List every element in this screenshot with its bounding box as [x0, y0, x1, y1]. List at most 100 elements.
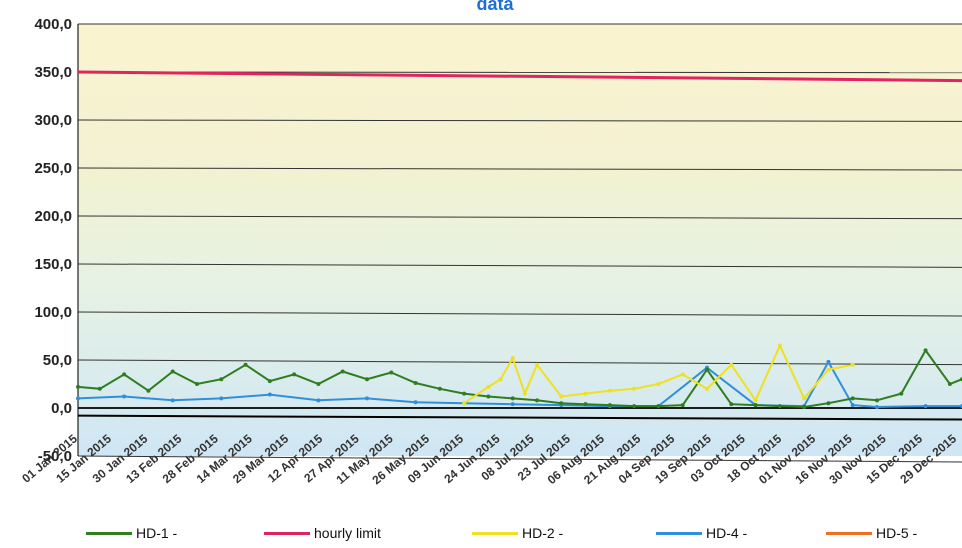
y-tick-label: 0,0 [51, 400, 72, 417]
data-point [680, 403, 685, 408]
data-point [729, 362, 734, 367]
data-point [316, 398, 321, 403]
data-point [777, 404, 782, 409]
data-point [97, 386, 102, 391]
data-point [850, 362, 855, 367]
y-tick-label: 50,0 [43, 352, 72, 369]
gridline [77, 215, 962, 220]
legend-item: HD-4 - [656, 520, 747, 546]
y-tick-label: -50,0 [38, 448, 72, 465]
data-point [486, 394, 491, 399]
data-point [365, 396, 369, 401]
data-point [850, 403, 855, 408]
legend-label: hourly limit [314, 525, 381, 541]
data-point [753, 403, 758, 408]
data-point [826, 401, 831, 406]
gridline [77, 167, 962, 171]
data-point [219, 396, 224, 401]
legend-item: HD-1 - [86, 520, 177, 546]
data-point [462, 401, 467, 406]
series-line [77, 348, 962, 409]
legend-swatch [472, 531, 518, 535]
legend-item: hourly limit [264, 520, 381, 546]
data-point [583, 391, 588, 396]
data-point [705, 386, 709, 391]
data-point [583, 402, 588, 407]
data-point [267, 392, 272, 397]
legend-label: HD-1 - [136, 525, 178, 541]
y-tick-label: 200,0 [34, 208, 72, 225]
data-point [875, 405, 879, 410]
gridline [77, 263, 962, 268]
legend-swatch [656, 531, 702, 535]
legend-item: HD-5 - [826, 520, 917, 546]
y-tick-label: 150,0 [34, 256, 72, 273]
data-point [365, 377, 369, 382]
plot-background [78, 24, 962, 456]
data-point [340, 369, 345, 374]
data-point [486, 384, 491, 389]
data-point [389, 370, 394, 375]
data-point [413, 400, 418, 405]
data-point [826, 359, 831, 364]
data-point [510, 396, 515, 401]
legend-swatch [826, 531, 872, 535]
data-point [76, 384, 80, 389]
baseline [77, 414, 962, 421]
data-point [559, 401, 564, 406]
gridline [77, 311, 962, 317]
data-point [607, 403, 612, 408]
data-point [607, 388, 612, 393]
gridlines [77, 23, 962, 463]
y-tick-label: 250,0 [34, 160, 72, 177]
data-point [462, 391, 467, 396]
data-point [777, 343, 782, 348]
data-point [522, 391, 527, 396]
data-point [729, 402, 734, 407]
y-tick-label: 300,0 [34, 112, 72, 129]
data-point [219, 377, 224, 382]
legend-item: HD-2 - [472, 520, 563, 546]
gridline [77, 455, 962, 463]
data-point [316, 382, 321, 386]
data-point [413, 381, 418, 386]
data-point [170, 369, 175, 374]
data-point [76, 396, 80, 401]
data-point [632, 404, 637, 409]
data-point [899, 391, 904, 396]
series-line [77, 70, 962, 83]
series-layer [76, 70, 962, 410]
data-point [510, 356, 515, 361]
data-point [802, 405, 807, 410]
chart-title: data [476, 0, 514, 14]
data-point [170, 398, 175, 403]
data-point [437, 386, 442, 391]
data-point [195, 382, 199, 386]
data-point [243, 362, 248, 367]
data-point [947, 382, 952, 386]
y-tick-label: 100,0 [34, 304, 72, 321]
data-point [632, 386, 637, 391]
data-point [705, 367, 709, 372]
data-point [753, 398, 758, 403]
legend-label: HD-5 - [876, 525, 918, 541]
data-point [122, 394, 127, 399]
y-axis: 400,0 350,0 300,0 250,0 200,0 150,0 100,0 50,0 0… [34, 16, 72, 465]
data-point [267, 379, 272, 384]
data-point [923, 348, 928, 353]
data-point [656, 404, 661, 409]
data-point [510, 402, 515, 407]
data-point [850, 396, 855, 401]
legend-swatch [86, 531, 132, 535]
legend-swatch [264, 531, 310, 535]
legend-label: HD-2 - [522, 525, 564, 541]
legend: HD-1 - hourly limit HD-2 - HD-4 - HD-5 - [0, 520, 962, 548]
data-point [923, 404, 928, 409]
data-point [292, 372, 297, 377]
data-point [535, 398, 539, 403]
data-point [498, 377, 503, 382]
data-point [122, 372, 127, 377]
data-point [559, 394, 564, 399]
data-point [656, 382, 661, 386]
